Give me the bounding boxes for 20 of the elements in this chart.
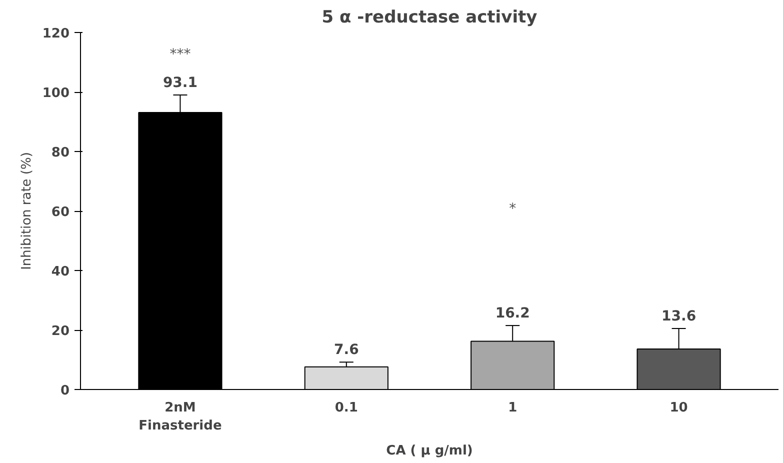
y-tick-label: 20: [51, 324, 70, 339]
y-tick-label: 120: [42, 26, 70, 42]
y-tick-label: 40: [51, 264, 70, 280]
data-label: 16.2: [495, 306, 530, 322]
data-label: 7.6: [334, 342, 359, 358]
x-axis-title: CA ( μ g/ml): [386, 444, 473, 458]
y-tick-label: 60: [51, 205, 70, 220]
x-tick-label: 1: [508, 400, 518, 416]
x-tick-label: 0.1: [334, 400, 358, 416]
y-tick-label: 80: [51, 146, 70, 160]
x-tick-label: 10: [670, 400, 688, 416]
y-tick-label: 0: [60, 384, 70, 398]
y-tick-label: 100: [42, 86, 70, 101]
data-label: 13.6: [662, 308, 696, 325]
data-label: 93.1: [162, 74, 198, 91]
y-axis-title: Inhibition rate (%): [19, 152, 34, 270]
annotation: *: [509, 200, 516, 217]
x-tick-label: 2nM Finasteride: [138, 400, 222, 434]
chart-title: 5 α -reductase activity: [322, 8, 538, 28]
annotation: ***: [170, 46, 191, 62]
